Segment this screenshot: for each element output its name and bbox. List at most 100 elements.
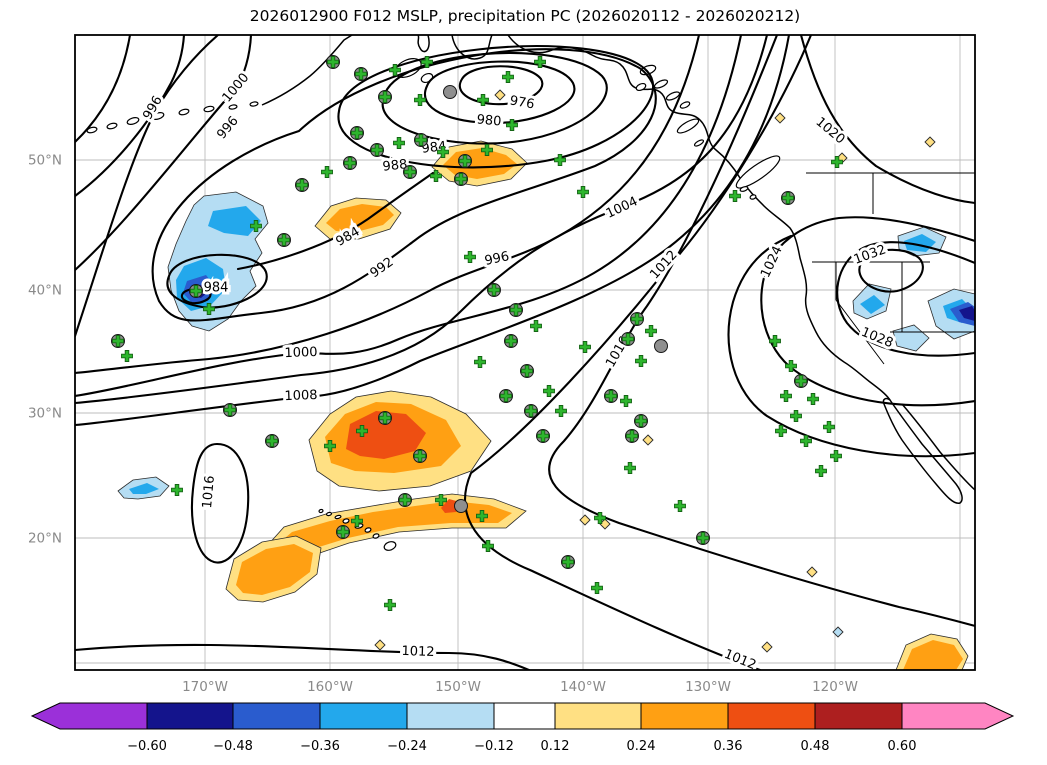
- island: [178, 108, 190, 116]
- plus-marker-icon: [635, 415, 647, 427]
- station-marker: [389, 64, 401, 76]
- coastline: [451, 35, 493, 60]
- station-marker: [630, 312, 644, 326]
- plus-marker-icon: [476, 510, 488, 522]
- plus-marker-icon: [577, 186, 589, 198]
- station-marker: [111, 334, 125, 348]
- pressure-contour: [166, 253, 268, 309]
- plus-marker-icon: [296, 179, 308, 191]
- island: [749, 194, 757, 200]
- station-marker: [620, 395, 632, 407]
- plus-marker-icon: [171, 484, 183, 496]
- pressure-contour: [75, 643, 531, 670]
- station-marker: [579, 341, 591, 353]
- pressure-contour: [75, 35, 743, 398]
- precip-shading: [208, 206, 261, 236]
- precip-diamond: [579, 514, 591, 526]
- pressure-contour: [236, 171, 435, 271]
- plus-marker-icon: [502, 71, 514, 83]
- plus-marker-icon: [371, 144, 383, 156]
- pressure-contour: [75, 35, 186, 198]
- plus-marker-icon: [782, 192, 794, 204]
- plus-marker-icon: [823, 421, 835, 433]
- island: [735, 155, 781, 189]
- colorbar-tick-label: 0.60: [888, 739, 917, 754]
- plus-marker-icon: [379, 412, 391, 424]
- island: [126, 116, 140, 126]
- lat-tick-label: 30°N: [28, 406, 62, 422]
- pressure-contour: [836, 241, 975, 357]
- plus-marker-icon: [635, 355, 647, 367]
- precip-diamond: [494, 89, 506, 101]
- colorbar-segment: [814, 702, 903, 730]
- plus-marker-icon: [645, 325, 657, 337]
- station-marker: [481, 144, 493, 156]
- island: [249, 101, 259, 107]
- station-marker: [696, 531, 710, 545]
- plus-marker-icon: [697, 532, 709, 544]
- plus-marker-icon: [399, 494, 411, 506]
- contour-label: 976: [508, 93, 535, 112]
- pressure-contour: [75, 35, 220, 338]
- precip-shading: [346, 411, 426, 459]
- island: [106, 122, 118, 130]
- plus-marker-icon: [327, 56, 339, 68]
- plus-marker-icon: [112, 335, 124, 347]
- precip-diamond: [924, 136, 936, 148]
- precip-diamond: [806, 566, 818, 578]
- station-marker: [393, 137, 405, 149]
- map-frame: [74, 34, 976, 671]
- pressure-contour: [727, 234, 975, 458]
- island: [679, 101, 691, 109]
- plus-marker-icon: [790, 410, 802, 422]
- island: [203, 105, 215, 113]
- coastline: [882, 397, 963, 504]
- colorbar-tick-label: 0.12: [541, 739, 570, 754]
- colorbar-segment: [232, 702, 321, 730]
- precip-shading: [129, 483, 159, 494]
- marker-circle: [454, 499, 468, 513]
- station-marker: [530, 320, 542, 332]
- island: [383, 541, 397, 551]
- plus-marker-icon: [543, 385, 555, 397]
- colorbar-tick-label: 0.24: [627, 739, 656, 754]
- colorbar: [30, 702, 1015, 730]
- station-marker: [790, 410, 802, 422]
- pressure-contour: [337, 45, 654, 169]
- colorbar-tick-label: 0.48: [801, 739, 830, 754]
- station-marker: [354, 67, 368, 81]
- precip-shading: [860, 295, 885, 314]
- island: [364, 527, 372, 533]
- station-marker: [769, 335, 781, 347]
- pressure-contour: [424, 60, 576, 125]
- plus-marker-icon: [807, 393, 819, 405]
- station-marker: [823, 421, 835, 433]
- precip-shading: [892, 324, 930, 352]
- colorbar-segment: [406, 702, 495, 730]
- colorbar-tick-label: 0.36: [714, 739, 743, 754]
- plus-marker-icon: [620, 395, 632, 407]
- plus-marker-icon: [404, 166, 416, 178]
- lat-tick-label: 50°N: [28, 153, 62, 169]
- station-marker: [645, 325, 657, 337]
- colorbar-segment: [727, 702, 816, 730]
- lat-tick-label: 20°N: [28, 531, 62, 547]
- station-marker: [370, 143, 384, 157]
- lon-tick-label: 130°W: [685, 679, 731, 695]
- station-marker: [414, 94, 426, 106]
- station-marker: [800, 435, 812, 447]
- precip-shading: [236, 544, 313, 595]
- precip-shading: [326, 204, 394, 232]
- station-marker: [654, 339, 668, 353]
- plus-marker-icon: [769, 335, 781, 347]
- colorbar-segment: [640, 702, 729, 730]
- island: [334, 514, 342, 520]
- station-marker: [674, 500, 686, 512]
- station-marker: [336, 525, 350, 539]
- plus-marker-icon: [464, 251, 476, 263]
- plus-marker-icon: [430, 170, 442, 182]
- station-marker: [454, 499, 468, 513]
- station-marker: [781, 191, 795, 205]
- contour-label: 1016: [200, 475, 218, 509]
